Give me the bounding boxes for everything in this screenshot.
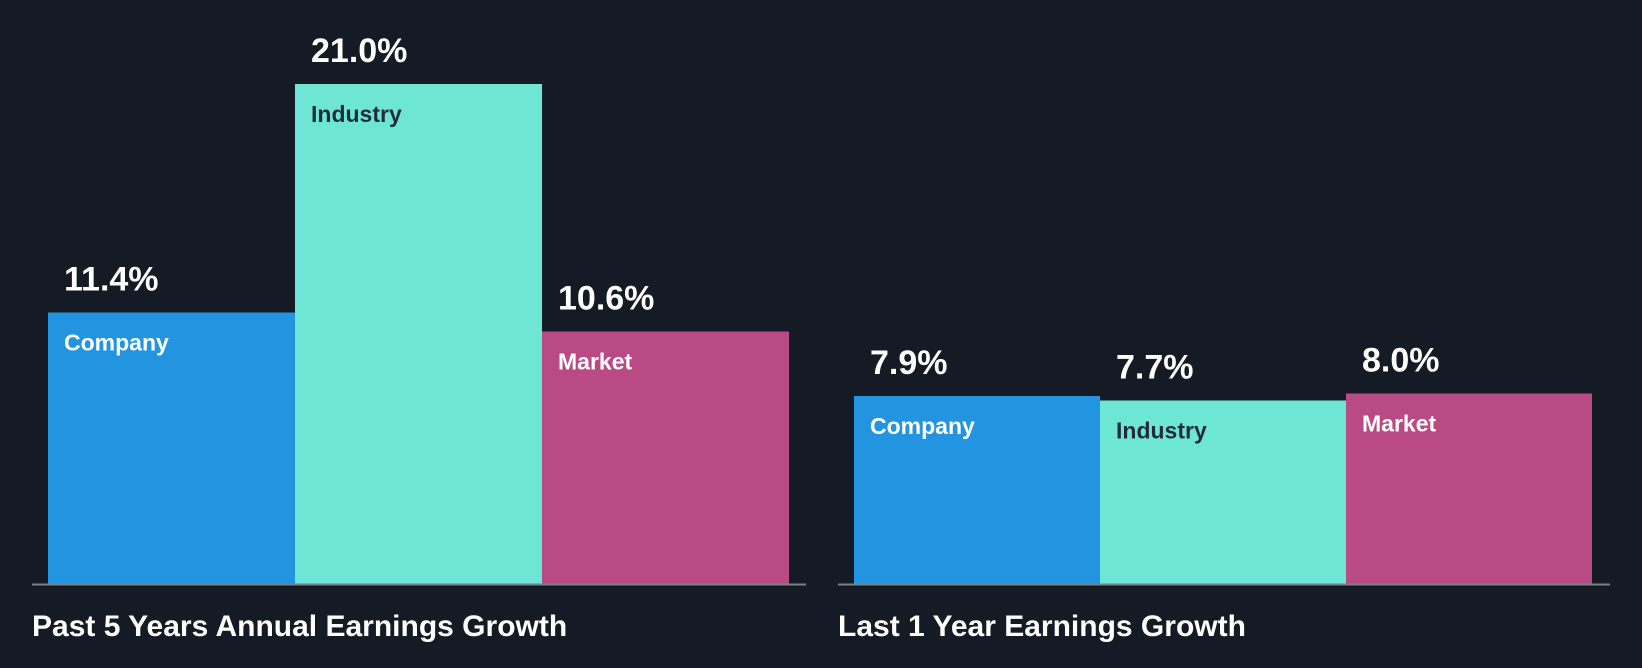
panel-title-last-1-year: Last 1 Year Earnings Growth <box>838 610 1246 643</box>
bars-last-1-year: 7.9% Company 7.7% Industry 8.0% Market <box>854 342 1592 584</box>
bar-market-last-1-year-earnings-growth <box>1346 393 1592 584</box>
bar-company-past-5-years-annual-earnings-growth <box>48 312 295 584</box>
bar-industry-last-1-year-earnings-growth <box>1100 400 1346 584</box>
category-label-company-past-5-years-annual-earnings-growth: Company <box>64 330 169 356</box>
category-label-market-last-1-year-earnings-growth: Market <box>1362 411 1436 437</box>
value-label-industry-past-5-years-annual-earnings-growth: 21.0% <box>311 32 407 70</box>
value-label-company-past-5-years-annual-earnings-growth: 11.4% <box>64 261 159 299</box>
category-label-industry-past-5-years-annual-earnings-growth: Industry <box>311 101 402 127</box>
category-label-industry-last-1-year-earnings-growth: Industry <box>1116 418 1207 444</box>
panel-past-5-years: 11.4% Company 21.0% Industry 10.6% Market Pas… <box>32 32 806 643</box>
value-label-company-last-1-year-earnings-growth: 7.9% <box>870 344 948 382</box>
category-label-company-last-1-year-earnings-growth: Company <box>870 413 975 439</box>
bar-company-last-1-year-earnings-growth <box>854 395 1100 584</box>
panel-last-1-year: 7.9% Company 7.7% Industry 8.0% Market Last 1… <box>838 342 1610 643</box>
panel-title-past-5-years: Past 5 Years Annual Earnings Growth <box>32 610 567 643</box>
value-label-market-past-5-years-annual-earnings-growth: 10.6% <box>558 280 654 318</box>
bars-past-5-years: 11.4% Company 21.0% Industry 10.6% Market <box>48 32 789 584</box>
value-label-market-last-1-year-earnings-growth: 8.0% <box>1362 342 1440 380</box>
value-label-industry-last-1-year-earnings-growth: 7.7% <box>1116 349 1194 387</box>
bar-market-past-5-years-annual-earnings-growth <box>542 331 789 584</box>
category-label-market-past-5-years-annual-earnings-growth: Market <box>558 349 632 375</box>
bar-industry-past-5-years-annual-earnings-growth <box>295 84 542 584</box>
